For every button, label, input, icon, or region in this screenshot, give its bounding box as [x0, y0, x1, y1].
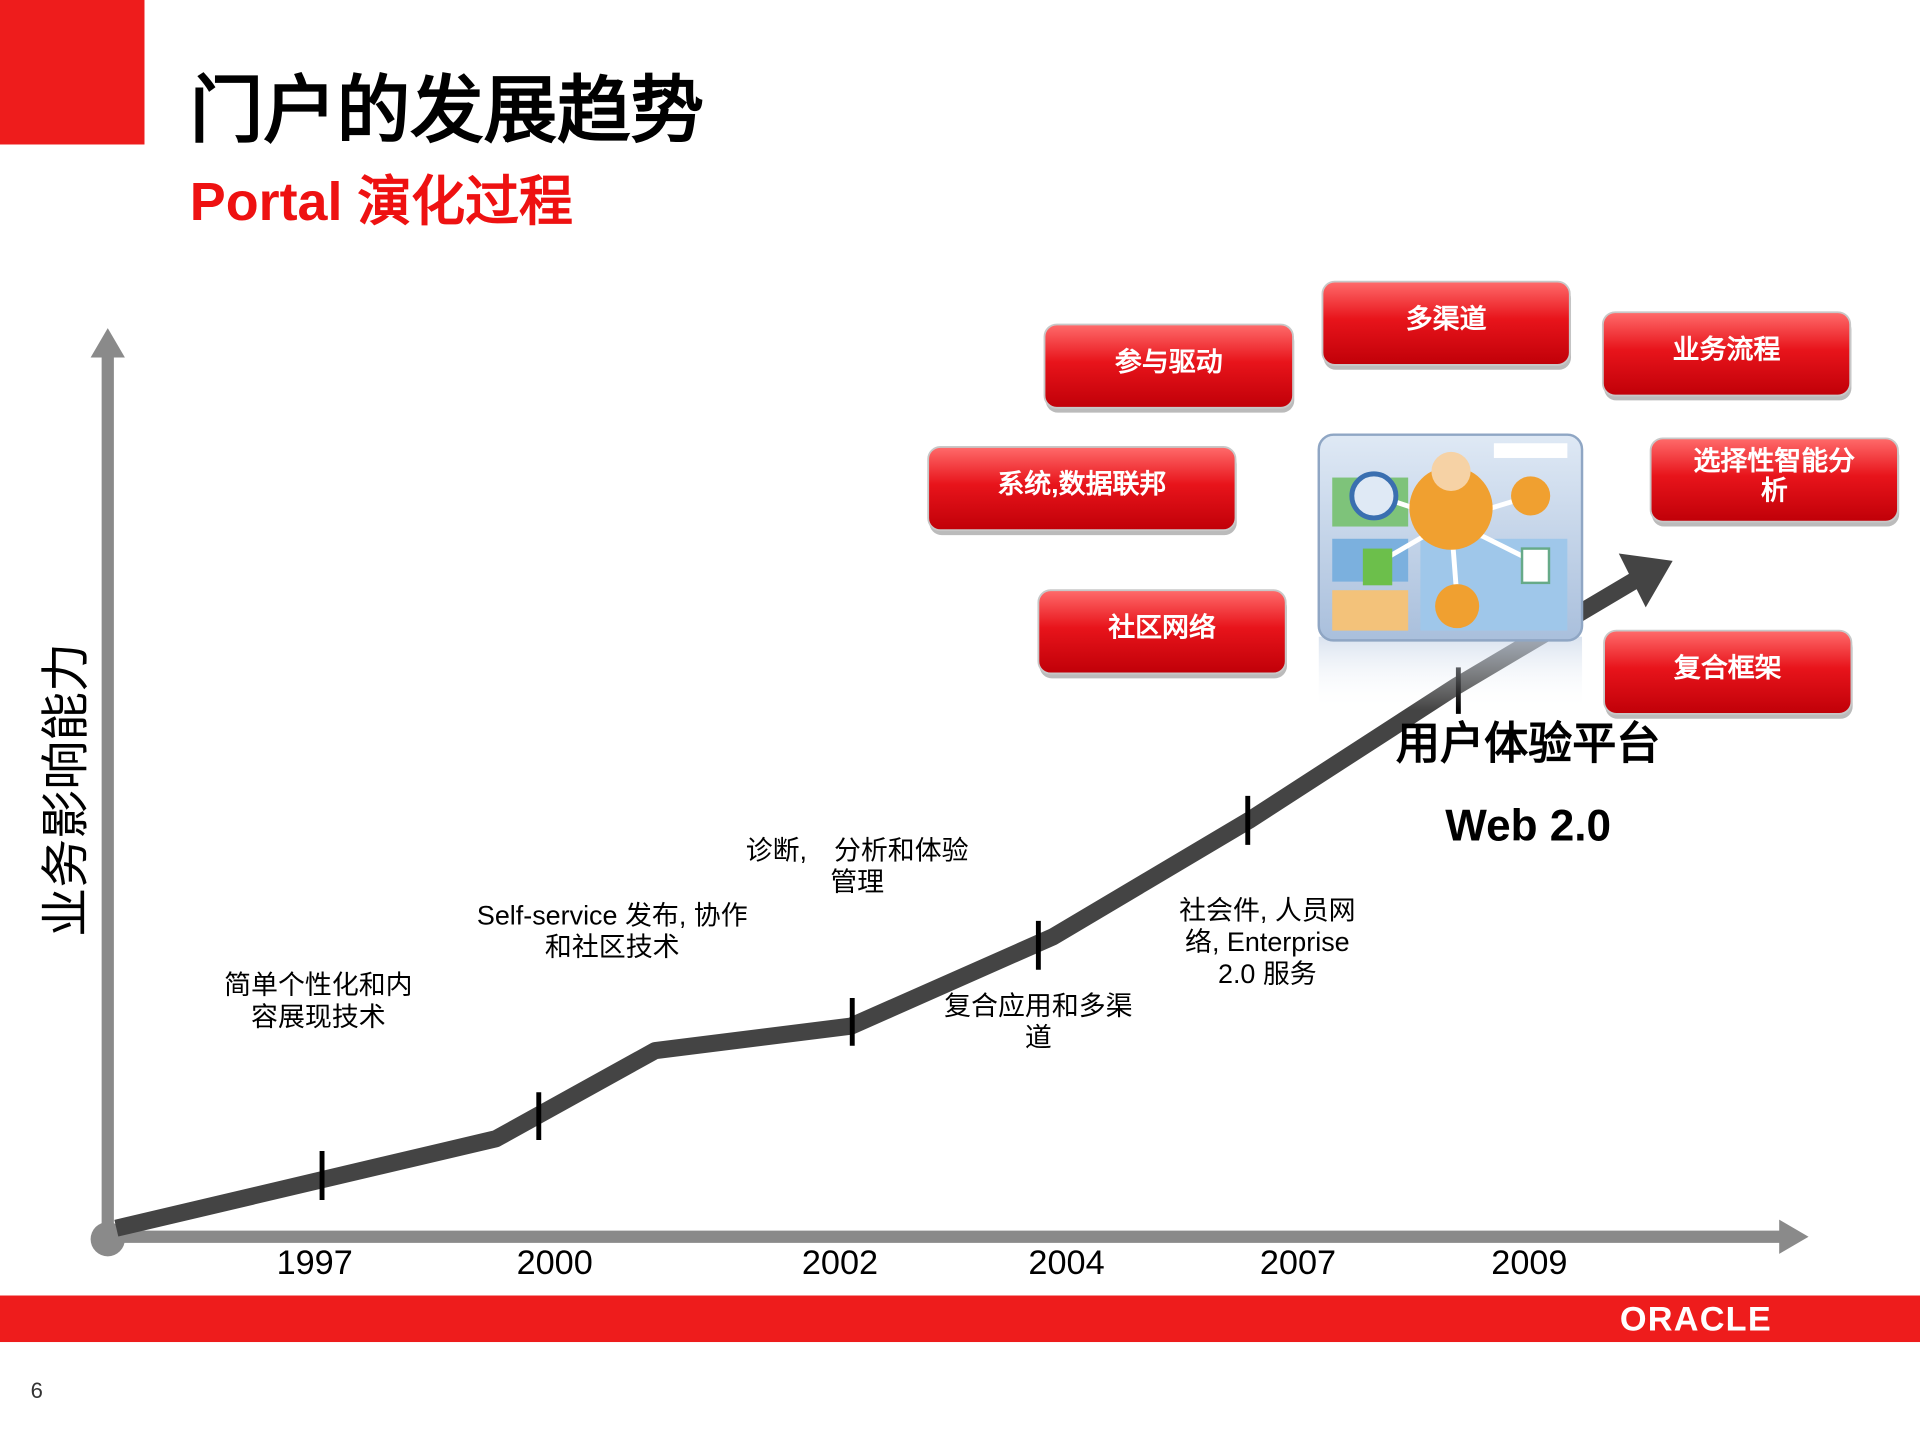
year-label: 2002	[802, 1244, 878, 1282]
y-axis-arrow	[90, 328, 125, 358]
year-label: 1997	[277, 1244, 353, 1282]
badge: 复合框架	[1603, 629, 1853, 719]
origin	[90, 1222, 125, 1257]
corner-block	[0, 0, 145, 145]
badge-label: 系统,数据联邦	[997, 468, 1166, 499]
badge-label: 复合框架	[1674, 652, 1782, 683]
badge-label: 析	[1761, 475, 1788, 505]
badge-box	[927, 446, 1237, 532]
badge-label: 业务流程	[1673, 335, 1781, 365]
trend-arrow	[1618, 553, 1673, 608]
platform-icon	[1317, 433, 1584, 711]
badge-label: 参与驱动	[1115, 346, 1223, 377]
badge: 参与驱动	[1043, 323, 1295, 413]
badge-box	[1043, 323, 1294, 409]
year-label: 2009	[1491, 1244, 1567, 1282]
milestone-text: 诊断, 分析和体验	[746, 835, 969, 865]
milestone-text: 管理	[830, 867, 884, 897]
badge-box	[1321, 280, 1571, 366]
milestone-text: 和社区技术	[545, 932, 680, 962]
milestone-text: 简单个性化和内	[224, 970, 412, 1000]
badge-label: 选择性智能分	[1694, 445, 1856, 476]
title: 门户的发展趋势	[190, 69, 704, 152]
milestone-text: 2.0 服务	[1218, 959, 1317, 989]
platform-title: 用户体验平台	[1396, 720, 1660, 769]
milestone-text: Self-service 发布, 协作	[477, 900, 748, 930]
badge: 社区网络	[1037, 589, 1287, 679]
badge-box	[1601, 311, 1852, 397]
page-number: 6	[31, 1378, 43, 1403]
badge-label: 社区网络	[1108, 611, 1216, 642]
milestone-text: 社会件, 人员网	[1179, 895, 1356, 925]
badge-label: 多渠道	[1406, 303, 1487, 334]
logo: ORACLE	[1620, 1300, 1772, 1338]
footer-bar	[0, 1295, 1920, 1343]
milestone-text: 复合应用和多渠	[944, 991, 1132, 1021]
subtitle: Portal 演化过程	[190, 172, 573, 232]
milestone-text: 络, Enterprise	[1185, 927, 1350, 957]
badge: 业务流程	[1601, 311, 1852, 401]
year-label: 2007	[1260, 1244, 1336, 1282]
x-axis-arrow	[1779, 1219, 1809, 1254]
badge: 系统,数据联邦	[927, 446, 1237, 536]
milestone-text: 容展现技术	[251, 1002, 386, 1032]
badge-box	[1037, 589, 1287, 675]
badge-box	[1603, 629, 1853, 715]
platform-subtitle: Web 2.0	[1445, 802, 1611, 851]
badge: 多渠道	[1321, 280, 1572, 370]
badge-box	[1649, 437, 1899, 523]
year-label: 2004	[1028, 1244, 1104, 1282]
milestone-text: 道	[1025, 1023, 1052, 1053]
y-axis-label: 业务影响能力	[40, 643, 94, 937]
year-label: 2000	[517, 1244, 593, 1282]
